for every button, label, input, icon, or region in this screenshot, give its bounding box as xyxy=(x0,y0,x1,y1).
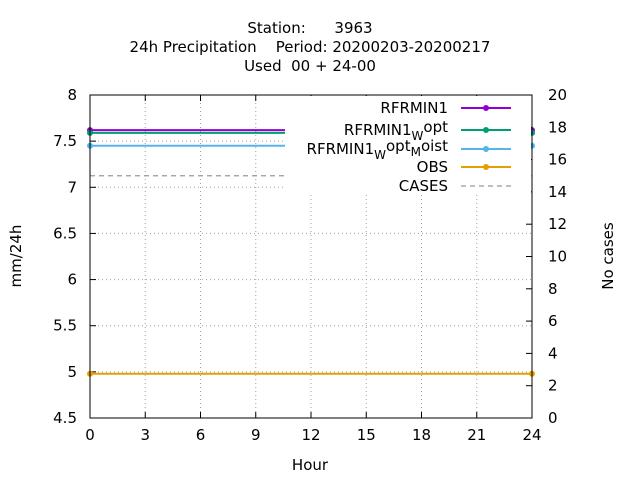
y-tick-label: 4.5 xyxy=(53,409,77,427)
title-line-3: Used 00 + 24-00 xyxy=(244,57,376,75)
ticks: 0 3 6 9 12 15 18 21 244.555.566.577.580246810121… xyxy=(53,86,567,444)
y2-axis-label: No cases xyxy=(599,222,617,290)
x-tick-label: 9 xyxy=(251,426,261,444)
y-tick-label: 8 xyxy=(67,86,77,104)
y2-tick-label: 2 xyxy=(548,377,558,395)
legend-label-part: RFRMIN1 xyxy=(307,140,375,158)
y-axis-label: mm/24h xyxy=(7,225,25,288)
legend-label: RFRMIN1WoptMoist xyxy=(307,137,449,162)
x-tick-label: 24 xyxy=(522,426,541,444)
chart-title: Station: 3963 24h Precipitation Period: … xyxy=(130,19,491,75)
title-line-1: Station: 3963 xyxy=(247,19,372,37)
legend-marker xyxy=(483,164,489,170)
x-tick-label: 12 xyxy=(301,426,320,444)
y2-tick-label: 12 xyxy=(548,215,567,233)
y2-tick-label: 14 xyxy=(548,183,567,201)
y2-tick-label: 4 xyxy=(548,344,558,362)
y-tick-label: 5.5 xyxy=(53,317,77,335)
y2-tick-label: 18 xyxy=(548,118,567,136)
y2-tick-label: 20 xyxy=(548,86,567,104)
y-tick-label: 5 xyxy=(67,363,77,381)
y-tick-label: 6.5 xyxy=(53,224,77,242)
legend-background xyxy=(285,96,531,194)
legend-label-part: W xyxy=(412,129,424,143)
legend: RFRMIN1RFRMIN1WoptRFRMIN1WoptMoistOBSCAS… xyxy=(285,96,531,195)
legend-label: RFRMIN1 xyxy=(380,99,448,117)
y2-tick-label: 16 xyxy=(548,151,567,169)
title-line-2: 24h Precipitation Period: 20200203-20200… xyxy=(130,38,491,56)
y2-tick-label: 8 xyxy=(548,280,558,298)
x-tick-label: 6 xyxy=(196,426,206,444)
legend-label: RFRMIN1Wopt xyxy=(344,118,448,143)
legend-label: OBS xyxy=(417,158,448,176)
legend-marker xyxy=(483,105,489,111)
y-tick-label: 6 xyxy=(67,271,77,289)
legend-label-part: W xyxy=(374,148,386,162)
y2-tick-label: 0 xyxy=(548,409,558,427)
legend-label-part: M xyxy=(411,145,421,159)
plot-frame xyxy=(89,94,533,419)
legend-label-part: opt xyxy=(423,118,448,136)
x-tick-label: 3 xyxy=(140,426,150,444)
x-tick-label: 0 xyxy=(85,426,95,444)
y2-tick-label: 10 xyxy=(548,248,567,266)
y-tick-label: 7.5 xyxy=(53,132,77,150)
x-tick-label: 21 xyxy=(467,426,486,444)
legend-marker xyxy=(483,127,489,133)
legend-label-part: CASES xyxy=(399,177,448,195)
x-axis-label: Hour xyxy=(292,456,329,474)
legend-label-part: oist xyxy=(421,137,448,155)
legend-label-part: OBS xyxy=(417,158,448,176)
legend-label-part: opt xyxy=(386,137,411,155)
x-tick-label: 18 xyxy=(412,426,431,444)
x-tick-label: 15 xyxy=(357,426,376,444)
legend-label-part: RFRMIN1 xyxy=(344,121,412,139)
y2-tick-label: 6 xyxy=(548,312,558,330)
y-tick-label: 7 xyxy=(67,178,77,196)
legend-label-part: RFRMIN1 xyxy=(380,99,448,117)
legend-marker xyxy=(483,146,489,152)
legend-label: CASES xyxy=(399,177,448,195)
